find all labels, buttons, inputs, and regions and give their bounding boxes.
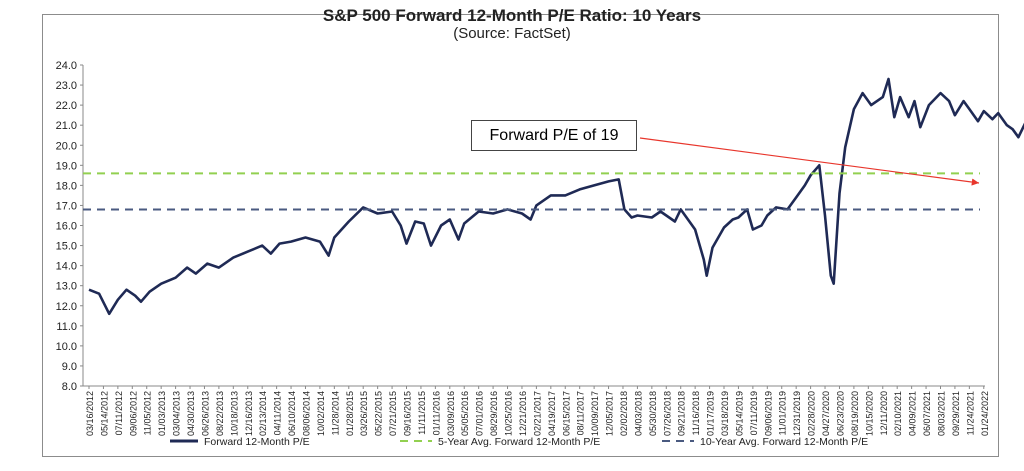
x-tick-label: 09/29/2021	[951, 391, 961, 436]
x-tick-label: 05/14/2012	[99, 391, 109, 436]
x-tick-label: 11/01/2019	[778, 391, 788, 435]
x-tick-label: 02/13/2014	[258, 391, 268, 436]
x-tick-label: 06/15/2017	[561, 391, 571, 436]
x-tick-label: 04/09/2021	[908, 391, 918, 436]
x-tick-label: 06/07/2021	[922, 391, 932, 436]
x-tick-label: 02/28/2020	[807, 391, 817, 436]
x-tick-label: 04/03/2018	[633, 391, 643, 436]
y-tick-label: 19.0	[56, 160, 77, 172]
x-tick-label: 03/18/2019	[720, 391, 730, 436]
x-tick-label: 03/09/2016	[446, 391, 456, 436]
x-tick-label: 04/30/2013	[186, 391, 196, 436]
annotation-box: Forward P/E of 19	[471, 120, 637, 151]
legend-forward-pe-label: Forward 12-Month P/E	[204, 436, 310, 448]
x-tick-label: 12/11/2020	[879, 391, 889, 435]
x-tick-label: 03/16/2012	[85, 391, 95, 436]
y-tick-label: 17.0	[56, 200, 77, 212]
x-tick-label: 07/11/2012	[114, 391, 124, 435]
x-tick-label: 08/19/2020	[850, 391, 860, 436]
x-tick-label: 12/31/2019	[792, 391, 802, 436]
x-tick-label: 12/05/2017	[605, 391, 615, 436]
x-tick-label: 04/11/2014	[273, 391, 283, 435]
y-tick-label: 21.0	[56, 120, 77, 132]
x-tick-label: 08/11/2017	[576, 391, 586, 435]
x-tick-label: 05/14/2019	[734, 391, 744, 436]
x-tick-label: 11/11/2015	[417, 391, 427, 435]
legend-5yr-avg-label: 5-Year Avg. Forward 12-Month P/E	[438, 436, 600, 448]
y-tick-label: 24.0	[56, 60, 77, 72]
x-tick-label: 06/10/2014	[287, 391, 297, 436]
x-tick-label: 02/02/2018	[619, 391, 629, 436]
x-tick-label: 03/26/2015	[359, 391, 369, 436]
x-tick-label: 10/15/2020	[864, 391, 874, 436]
x-tick-label: 09/21/2018	[677, 391, 687, 436]
y-tick-label: 22.0	[56, 100, 77, 112]
x-tick-label: 09/06/2019	[763, 391, 773, 436]
x-tick-label: 10/25/2016	[504, 391, 514, 436]
x-tick-label: 01/17/2019	[706, 391, 716, 436]
x-tick-label: 12/21/2016	[518, 391, 528, 436]
x-tick-label: 07/11/2019	[749, 391, 759, 435]
y-tick-label: 16.0	[56, 221, 77, 233]
x-tick-label: 01/28/2015	[345, 391, 355, 436]
chart-title: S&P 500 Forward 12-Month P/E Ratio: 10 Y…	[322, 6, 702, 25]
annotation-arrow	[639, 137, 980, 186]
y-tick-label: 23.0	[56, 80, 77, 92]
y-tick-label: 15.0	[56, 241, 77, 253]
chart-subtitle: (Source: FactSet)	[453, 25, 571, 42]
x-tick-label: 08/22/2013	[215, 391, 225, 436]
x-tick-label: 06/23/2020	[835, 391, 845, 436]
x-tick-label: 01/24/2022	[980, 391, 990, 436]
y-tick-label: 8.0	[62, 381, 77, 393]
x-tick-label: 02/21/2017	[532, 391, 542, 436]
y-tick-label: 18.0	[56, 180, 77, 192]
x-tick-label: 06/26/2013	[200, 391, 210, 436]
x-tick-label: 07/21/2015	[388, 391, 398, 436]
x-tick-label: 08/03/2021	[936, 391, 946, 436]
x-tick-label: 08/29/2016	[489, 391, 499, 436]
x-tick-label: 04/19/2017	[547, 391, 557, 436]
x-tick-label: 07/01/2016	[475, 391, 485, 436]
y-tick-label: 10.0	[56, 341, 77, 353]
series-line-forward-pe	[88, 77, 1024, 316]
y-tick-label: 11.0	[56, 321, 77, 333]
y-tick-label: 12.0	[56, 301, 77, 313]
x-tick-label: 03/04/2013	[172, 391, 182, 436]
x-tick-label: 10/02/2014	[316, 391, 326, 436]
x-tick-label: 01/11/2016	[431, 391, 441, 435]
x-tick-label: 04/27/2020	[821, 391, 831, 436]
x-tick-label: 05/22/2015	[374, 391, 384, 436]
x-tick-label: 05/30/2018	[648, 391, 658, 436]
x-tick-label: 05/05/2016	[460, 391, 470, 436]
x-tick-label: 09/16/2015	[403, 391, 413, 436]
x-tick-label: 10/18/2013	[229, 391, 239, 436]
x-tick-label: 02/10/2021	[893, 391, 903, 436]
y-tick-label: 9.0	[62, 361, 77, 373]
x-tick-label: 10/09/2017	[590, 391, 600, 436]
x-tick-label: 09/06/2012	[128, 391, 138, 436]
y-tick-label: 14.0	[56, 261, 77, 273]
x-tick-label: 07/26/2018	[662, 391, 672, 436]
x-tick-label: 08/06/2014	[301, 391, 311, 436]
chart-frame	[42, 14, 999, 457]
x-tick-label: 11/05/2012	[143, 391, 153, 435]
legend-10yr-avg-label: 10-Year Avg. Forward 12-Month P/E	[700, 436, 868, 448]
x-tick-label: 11/24/2021	[965, 391, 975, 435]
x-tick-label: 12/16/2013	[244, 391, 254, 436]
x-tick-label: 01/03/2013	[157, 391, 167, 436]
x-tick-label: 11/16/2018	[691, 391, 701, 435]
y-tick-label: 20.0	[56, 140, 77, 152]
y-tick-label: 13.0	[56, 281, 77, 293]
x-tick-label: 11/28/2014	[330, 391, 340, 435]
